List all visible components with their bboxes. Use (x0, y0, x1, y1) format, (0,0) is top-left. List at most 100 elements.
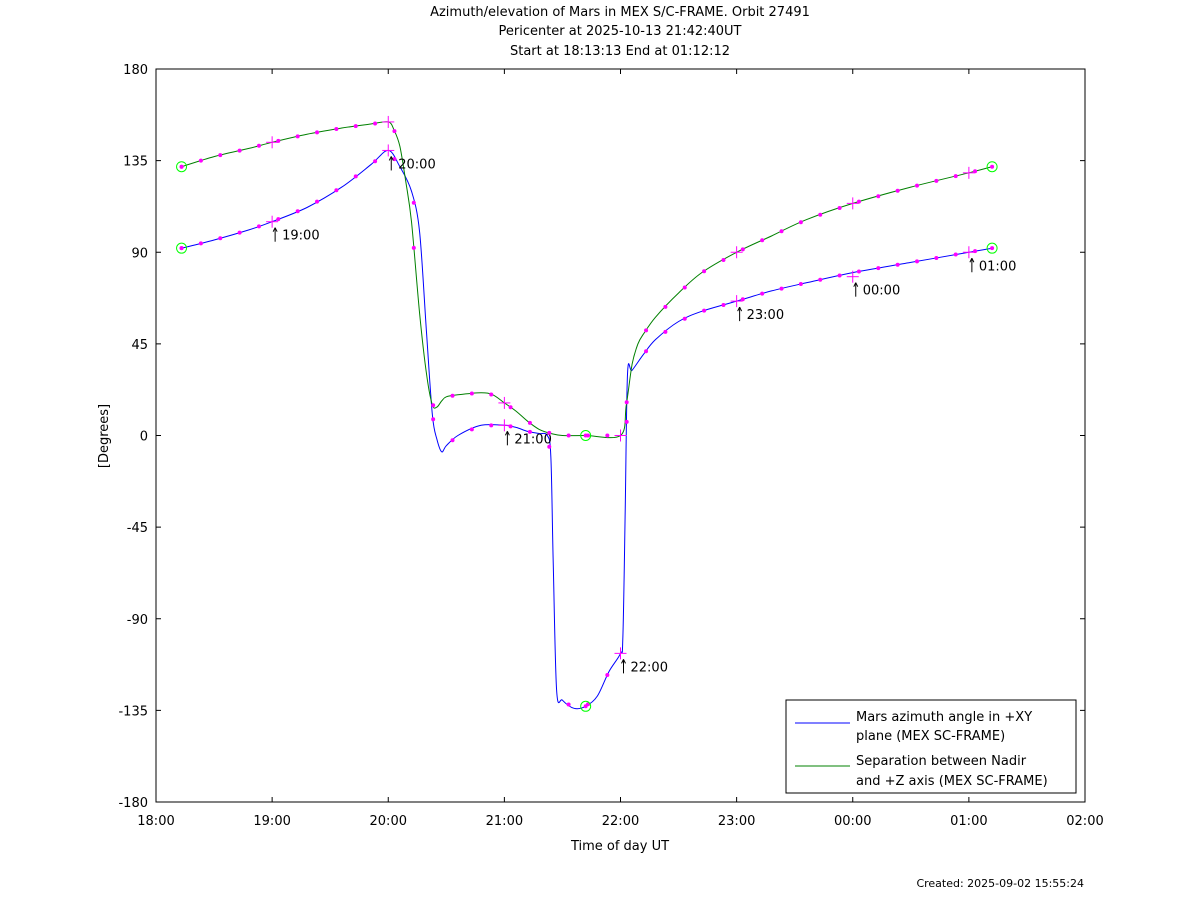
y-tick-label: -45 (127, 521, 148, 536)
ten-minute-marker (218, 153, 223, 158)
ten-minute-marker (934, 255, 939, 260)
y-tick-label: 90 (131, 246, 148, 261)
ten-minute-marker (450, 438, 455, 443)
hour-label-arrow (739, 306, 743, 312)
ten-minute-marker (353, 124, 358, 129)
ten-minute-marker (373, 159, 378, 164)
pericenter-subtitle: Pericenter at 2025-10-13 21:42:40UT (498, 24, 742, 39)
ten-minute-marker (915, 259, 920, 264)
ten-minute-marker (702, 269, 707, 274)
hour-label-arrow (506, 431, 510, 436)
ten-minute-marker (605, 672, 610, 677)
ten-minute-marker (934, 178, 939, 183)
ten-minute-marker (702, 308, 707, 313)
ten-minute-marker (334, 188, 339, 193)
ten-minute-marker (392, 129, 397, 134)
hour-label-arrow (504, 431, 508, 436)
ten-minute-marker (663, 304, 668, 309)
hour-label-arrow (853, 282, 857, 287)
ten-minute-marker (315, 130, 320, 135)
ten-minute-marker (915, 183, 920, 188)
y-tick-label: 135 (123, 155, 148, 170)
ten-minute-marker (624, 419, 629, 424)
hour-label: 21:00 (514, 432, 551, 447)
hour-label-arrow (272, 227, 276, 232)
ten-minute-marker (682, 316, 687, 321)
ten-minute-marker (469, 391, 474, 396)
ten-minute-marker (818, 212, 823, 217)
ten-minute-marker (682, 285, 687, 290)
hour-label: 19:00 (282, 229, 319, 244)
hour-label-arrow (969, 258, 973, 263)
ten-minute-marker (373, 121, 378, 126)
x-tick-label: 02:00 (1066, 814, 1103, 829)
ten-minute-marker (644, 349, 649, 354)
ten-minute-marker (895, 188, 900, 193)
hour-label-arrow (855, 282, 859, 287)
hour-label: 00:00 (863, 284, 900, 299)
event-center (990, 164, 995, 169)
y-tick-label: -180 (118, 796, 148, 811)
y-tick-label: 0 (140, 430, 148, 445)
event-center (179, 164, 184, 169)
ten-minute-marker (198, 158, 203, 163)
ten-minute-marker (237, 148, 242, 153)
ten-minute-marker (779, 286, 784, 291)
ten-minute-marker (798, 220, 803, 225)
start-end-subtitle: Start at 18:13:13 End at 01:12:12 (509, 44, 731, 59)
hour-label-arrow (737, 306, 741, 312)
x-tick-label: 01:00 (950, 814, 987, 829)
event-circle (580, 430, 592, 441)
event-circle (176, 242, 188, 254)
x-tick-label: 00:00 (834, 814, 871, 829)
ten-minute-marker (547, 444, 552, 449)
ten-minute-marker (798, 282, 803, 287)
ten-minute-marker (295, 209, 300, 214)
ten-minute-marker (315, 199, 320, 204)
ten-minute-marker (334, 126, 339, 131)
hour-label: 01:00 (979, 259, 1016, 274)
x-tick-label: 21:00 (486, 814, 523, 829)
ten-minute-marker (740, 297, 745, 302)
series-lines (181, 121, 993, 710)
ten-minute-marker (644, 328, 649, 333)
legend-label-azimuth-2: plane (MEX SC-FRAME) (856, 729, 1005, 744)
ten-minute-marker (489, 392, 494, 397)
ten-minute-marker (566, 702, 571, 707)
chart-title: Azimuth/elevation of Mars in MEX S/C-FRA… (430, 5, 810, 20)
legend: Mars azimuth angle in +XY plane (MEX SC-… (785, 699, 1077, 794)
x-tick-label: 22:00 (602, 814, 639, 829)
ten-minute-marker (876, 266, 881, 271)
created-timestamp: Created: 2025-09-02 15:55:24 (916, 877, 1084, 890)
ten-minute-marker (256, 143, 261, 148)
event-circle (176, 161, 188, 173)
ten-minute-marker (953, 252, 958, 257)
ten-minute-marker (624, 400, 629, 405)
ten-minute-marker (760, 291, 765, 296)
hour-label-arrow (621, 659, 624, 664)
hour-label-arrow (971, 258, 975, 263)
x-tick-label: 20:00 (370, 814, 407, 829)
ten-minute-marker (721, 302, 726, 307)
hour-label-arrow (623, 659, 626, 664)
series-markers: 19:00 20:00 21:00 22:00 23:00 00:00 01:00 (176, 115, 1016, 712)
y-tick-label: 180 (123, 63, 148, 78)
ten-minute-marker (779, 229, 784, 234)
hour-label-arrow (274, 227, 278, 232)
ten-minute-marker (721, 257, 726, 262)
y-tick-label: 45 (131, 338, 148, 353)
event-circle (986, 161, 998, 173)
x-axis-label: Time of day UT (570, 839, 669, 854)
ten-minute-marker (237, 230, 242, 235)
hour-label: 20:00 (398, 157, 435, 172)
ten-minute-marker (973, 169, 978, 174)
axes: 18:00 19:00 20:00 21:00 22:00 23:00 00:00 01:00… (118, 63, 1103, 829)
y-tick-label: -135 (118, 704, 148, 719)
ten-minute-marker (411, 200, 416, 205)
ten-minute-marker (508, 405, 513, 410)
ten-minute-marker (856, 269, 861, 274)
ten-minute-marker (856, 199, 861, 204)
event-center (990, 246, 995, 251)
ten-minute-marker (740, 247, 745, 252)
x-tick-label: 23:00 (718, 814, 755, 829)
